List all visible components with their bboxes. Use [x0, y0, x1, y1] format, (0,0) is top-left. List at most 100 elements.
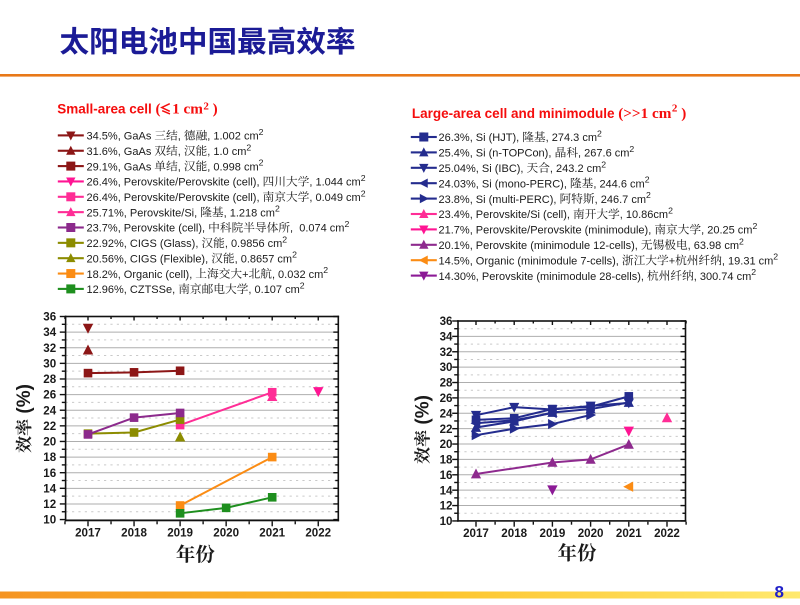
svg-text:10: 10 — [440, 515, 453, 528]
svg-text:, 10.86cm: , 10.86cm — [620, 209, 668, 221]
svg-text:25.4%, Si (n-TOPCon),: 25.4%, Si (n-TOPCon), — [439, 148, 555, 160]
svg-text:18.2%, Organic (cell),: 18.2%, Organic (cell), — [87, 269, 196, 281]
svg-text:2: 2 — [361, 188, 366, 198]
svg-text:): ) — [677, 105, 686, 122]
svg-text:2: 2 — [668, 206, 673, 216]
svg-text:14.30%, Perovskite (minimodule: 14.30%, Perovskite (minimodule 28-cells)… — [439, 271, 647, 283]
svg-text:18: 18 — [440, 454, 453, 467]
svg-text:2: 2 — [739, 236, 744, 246]
svg-text:, 63.98 cm: , 63.98 cm — [688, 240, 739, 252]
svg-text:30: 30 — [440, 361, 453, 374]
svg-text:18: 18 — [43, 451, 56, 464]
svg-text:24: 24 — [440, 407, 453, 420]
svg-text:14: 14 — [43, 482, 56, 495]
svg-text:8: 8 — [775, 583, 784, 601]
svg-text:26: 26 — [440, 392, 453, 405]
svg-text:20: 20 — [43, 436, 56, 449]
svg-text:, 244.6 cm: , 244.6 cm — [593, 178, 644, 190]
svg-text:10: 10 — [43, 514, 56, 527]
svg-text:2: 2 — [601, 159, 606, 169]
svg-text:22: 22 — [43, 420, 56, 433]
svg-text:, 1.044 cm: , 1.044 cm — [309, 177, 360, 189]
svg-text:26.4%, Perovskite/Perovskite (: 26.4%, Perovskite/Perovskite (cell), — [87, 177, 263, 189]
svg-text:31.6%, GaAs: 31.6%, GaAs — [87, 146, 155, 158]
svg-text:36: 36 — [43, 311, 56, 324]
svg-text:23.7%, Perovskite (cell),: 23.7%, Perovskite (cell), — [87, 223, 209, 235]
svg-text:+: + — [242, 269, 248, 281]
svg-text:30: 30 — [43, 357, 56, 370]
svg-text:2: 2 — [646, 190, 651, 200]
svg-text:2: 2 — [361, 173, 366, 183]
svg-text:, 0.074 cm: , 0.074 cm — [290, 223, 344, 235]
svg-text:(: ( — [156, 101, 161, 118]
svg-text:(>>1 cm: (>>1 cm — [618, 105, 671, 122]
svg-text:2: 2 — [344, 219, 349, 229]
svg-text:2: 2 — [300, 280, 305, 290]
svg-text:, 20.25 cm: , 20.25 cm — [701, 225, 752, 237]
svg-text:2: 2 — [203, 100, 209, 112]
svg-text:, 274.3 cm: , 274.3 cm — [546, 132, 597, 144]
svg-text:32: 32 — [43, 342, 56, 355]
svg-text:2: 2 — [672, 102, 678, 114]
svg-text:36: 36 — [440, 315, 453, 328]
svg-text:2: 2 — [246, 142, 251, 152]
svg-text:34: 34 — [440, 330, 453, 343]
svg-text:24: 24 — [43, 404, 56, 417]
svg-text:2: 2 — [752, 221, 757, 231]
svg-text:2: 2 — [323, 265, 328, 275]
svg-text:20.56%, CIGS (Flexible),: 20.56%, CIGS (Flexible), — [87, 253, 212, 265]
svg-text:, 0.049 cm: , 0.049 cm — [309, 192, 360, 204]
svg-text:26.4%, Perovskite/Perovskite (: 26.4%, Perovskite/Perovskite (cell), — [87, 192, 263, 204]
svg-text:26: 26 — [43, 389, 56, 402]
svg-text:16: 16 — [43, 467, 56, 480]
svg-text:2020: 2020 — [578, 527, 604, 540]
svg-text:+: + — [669, 255, 675, 267]
svg-text:2017: 2017 — [463, 527, 489, 540]
svg-text:22: 22 — [440, 423, 453, 436]
svg-text:25.71%, Perovskite/Si,: 25.71%, Perovskite/Si, — [87, 207, 201, 219]
svg-text:2: 2 — [629, 144, 634, 154]
svg-text:2018: 2018 — [121, 527, 147, 540]
svg-text:2019: 2019 — [167, 527, 193, 540]
svg-text:(%): (%) — [413, 395, 434, 430]
svg-text:14.5%, Organic (minimodule 7-c: 14.5%, Organic (minimodule 7-cells), — [439, 255, 622, 267]
svg-text:24.03%, Si (mono-PERC),: 24.03%, Si (mono-PERC), — [439, 178, 570, 190]
svg-text:20.1%, Perovskite (minimodule: 20.1%, Perovskite (minimodule 12-cells), — [439, 240, 641, 252]
svg-text:21.7%, Perovskite/Perovskite (: 21.7%, Perovskite/Perovskite (minimodule… — [439, 225, 655, 237]
svg-text:2: 2 — [645, 175, 650, 185]
svg-text:29.1%, GaAs: 29.1%, GaAs — [87, 161, 155, 173]
svg-text:12: 12 — [440, 500, 453, 513]
svg-text:28: 28 — [43, 373, 56, 386]
svg-text:, 300.74 cm: , 300.74 cm — [694, 271, 751, 283]
svg-text:23.8%, Si (multi-PERC),: 23.8%, Si (multi-PERC), — [439, 194, 560, 206]
svg-text:2: 2 — [259, 127, 264, 137]
svg-text:2: 2 — [597, 129, 602, 139]
svg-text:1 cm: 1 cm — [172, 101, 203, 118]
svg-text:26.3%, Si (HJT),: 26.3%, Si (HJT), — [439, 132, 523, 144]
svg-text:23.4%, Perovskite/Si (cell),: 23.4%, Perovskite/Si (cell), — [439, 209, 574, 221]
svg-text:28: 28 — [440, 377, 453, 390]
svg-text:2017: 2017 — [75, 527, 101, 540]
svg-text:Small-area cell: Small-area cell — [57, 102, 155, 117]
svg-text:, 0.107 cm: , 0.107 cm — [248, 284, 299, 296]
svg-text:,: , — [178, 161, 184, 173]
svg-text:34.5%, GaAs: 34.5%, GaAs — [87, 131, 155, 143]
svg-text:14: 14 — [440, 484, 453, 497]
svg-text:, 1.002 cm: , 1.002 cm — [207, 131, 258, 143]
svg-text:, 267.6 cm: , 267.6 cm — [578, 148, 629, 160]
svg-text:12.96%, CZTSSe,: 12.96%, CZTSSe, — [87, 284, 179, 296]
svg-text:2: 2 — [751, 267, 756, 277]
svg-text:25.04%, Si (IBC),: 25.04%, Si (IBC), — [439, 163, 527, 175]
svg-text:2018: 2018 — [501, 527, 527, 540]
svg-text:2019: 2019 — [540, 527, 566, 540]
svg-text:32: 32 — [440, 346, 453, 359]
svg-text:2: 2 — [292, 250, 297, 260]
svg-text:16: 16 — [440, 469, 453, 482]
svg-text:Large-area cell and minimodule: Large-area cell and minimodule — [412, 106, 618, 121]
svg-text:, 243.2 cm: , 243.2 cm — [550, 163, 601, 175]
svg-text:, 0.8657 cm: , 0.8657 cm — [235, 253, 292, 265]
svg-text:, 1.0 cm: , 1.0 cm — [207, 146, 246, 158]
svg-text:20: 20 — [440, 438, 453, 451]
svg-text:): ) — [209, 101, 218, 118]
svg-text:12: 12 — [43, 498, 56, 511]
